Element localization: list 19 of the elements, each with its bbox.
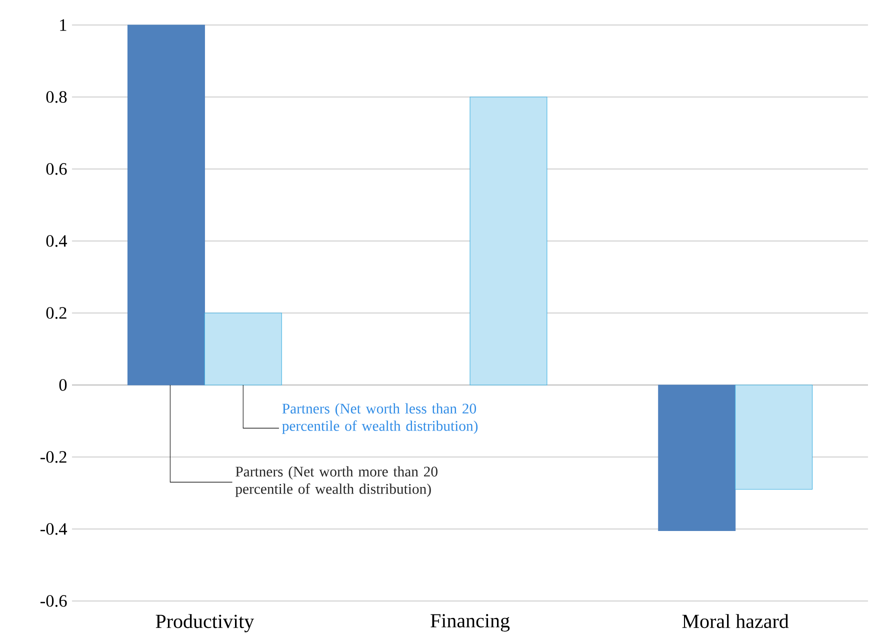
x-tick-label: Productivity (156, 614, 254, 632)
bar (127, 24, 205, 386)
bar (658, 384, 736, 532)
bar (735, 384, 813, 490)
bar (470, 96, 548, 386)
y-tick-label: 0.2 (46, 307, 66, 319)
y-tick-label: 0.6 (46, 163, 67, 175)
y-tick-label: 0.4 (46, 235, 68, 247)
y-tick-label: -0.6 (40, 595, 67, 607)
bar (204, 312, 282, 386)
series-label: Partners (Net worth less than 20 percentile of wealth distribution) (282, 403, 478, 434)
y-tick-label: 1 (60, 19, 66, 31)
y-tick-label: 0.8 (46, 91, 67, 103)
y-tick-label: -0.4 (40, 523, 68, 535)
x-tick-label: Moral hazard (682, 614, 789, 628)
x-tick-label: Financing (430, 614, 510, 632)
y-tick-label: -0.2 (40, 451, 66, 463)
text: Partners (Net worth more than 20 percentile of wealth distribution) (235, 466, 438, 497)
y-tick-label: 0 (59, 379, 67, 391)
